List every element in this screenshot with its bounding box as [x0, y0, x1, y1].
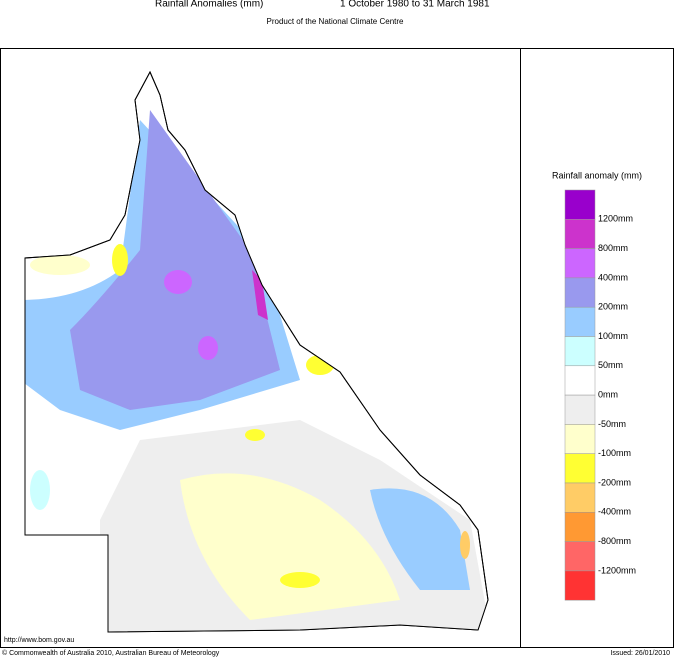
period: 1 October 1980 to 31 March 1981 — [340, 0, 490, 10]
issued: Issued: 26/01/2010 — [610, 650, 670, 657]
legend-label: -200mm — [598, 477, 631, 487]
legend-label: 1200mm — [598, 214, 633, 224]
region — [30, 255, 90, 275]
legend-swatch — [564, 336, 596, 367]
legend-swatch — [564, 482, 596, 513]
title: Rainfall Anomalies (mm) — [155, 0, 263, 10]
legend-title: Rainfall anomaly (mm) — [552, 170, 642, 180]
region — [245, 429, 265, 441]
legend-swatch — [564, 248, 596, 279]
region — [370, 488, 470, 590]
legend-label: -100mm — [598, 448, 631, 458]
region — [112, 244, 128, 276]
legend-swatch — [564, 277, 596, 308]
legend-label: 50mm — [598, 360, 623, 370]
legend-label: 100mm — [598, 331, 628, 341]
region — [164, 270, 192, 294]
region — [198, 336, 218, 360]
legend-label: 0mm — [598, 389, 618, 399]
legend-swatch — [564, 453, 596, 484]
region — [30, 470, 50, 510]
legend-label: -400mm — [598, 507, 631, 517]
region — [280, 572, 320, 588]
legend-label: 400mm — [598, 272, 628, 282]
map — [24, 70, 489, 633]
legend-swatch — [564, 394, 596, 425]
legend-label: 200mm — [598, 302, 628, 312]
region — [252, 270, 268, 320]
legend-swatch — [564, 365, 596, 396]
legend-swatch — [564, 306, 596, 337]
state-border — [24, 70, 489, 633]
legend-label: 800mm — [598, 243, 628, 253]
legend-swatch — [564, 424, 596, 454]
copyright: © Commonwealth of Australia 2010, Austra… — [2, 649, 220, 657]
legend-swatch — [564, 189, 596, 220]
region — [460, 531, 470, 559]
legend-label: -1200mm — [598, 565, 636, 575]
subtitle: Product of the National Climate Centre — [267, 17, 405, 26]
url: http://www.bom.gov.au — [4, 637, 74, 644]
legend-label: -800mm — [598, 536, 631, 546]
legend-swatch — [564, 512, 596, 542]
region — [180, 473, 400, 620]
legend-label: -50mm — [598, 419, 626, 429]
legend-swatch — [564, 541, 596, 572]
legend-swatch — [564, 219, 596, 249]
legend: 1200mm 800mm 400mm 200mm 100mm 50mm 0mm -50mm -1… — [564, 189, 636, 601]
region — [70, 110, 280, 410]
legend-swatch — [564, 570, 596, 601]
